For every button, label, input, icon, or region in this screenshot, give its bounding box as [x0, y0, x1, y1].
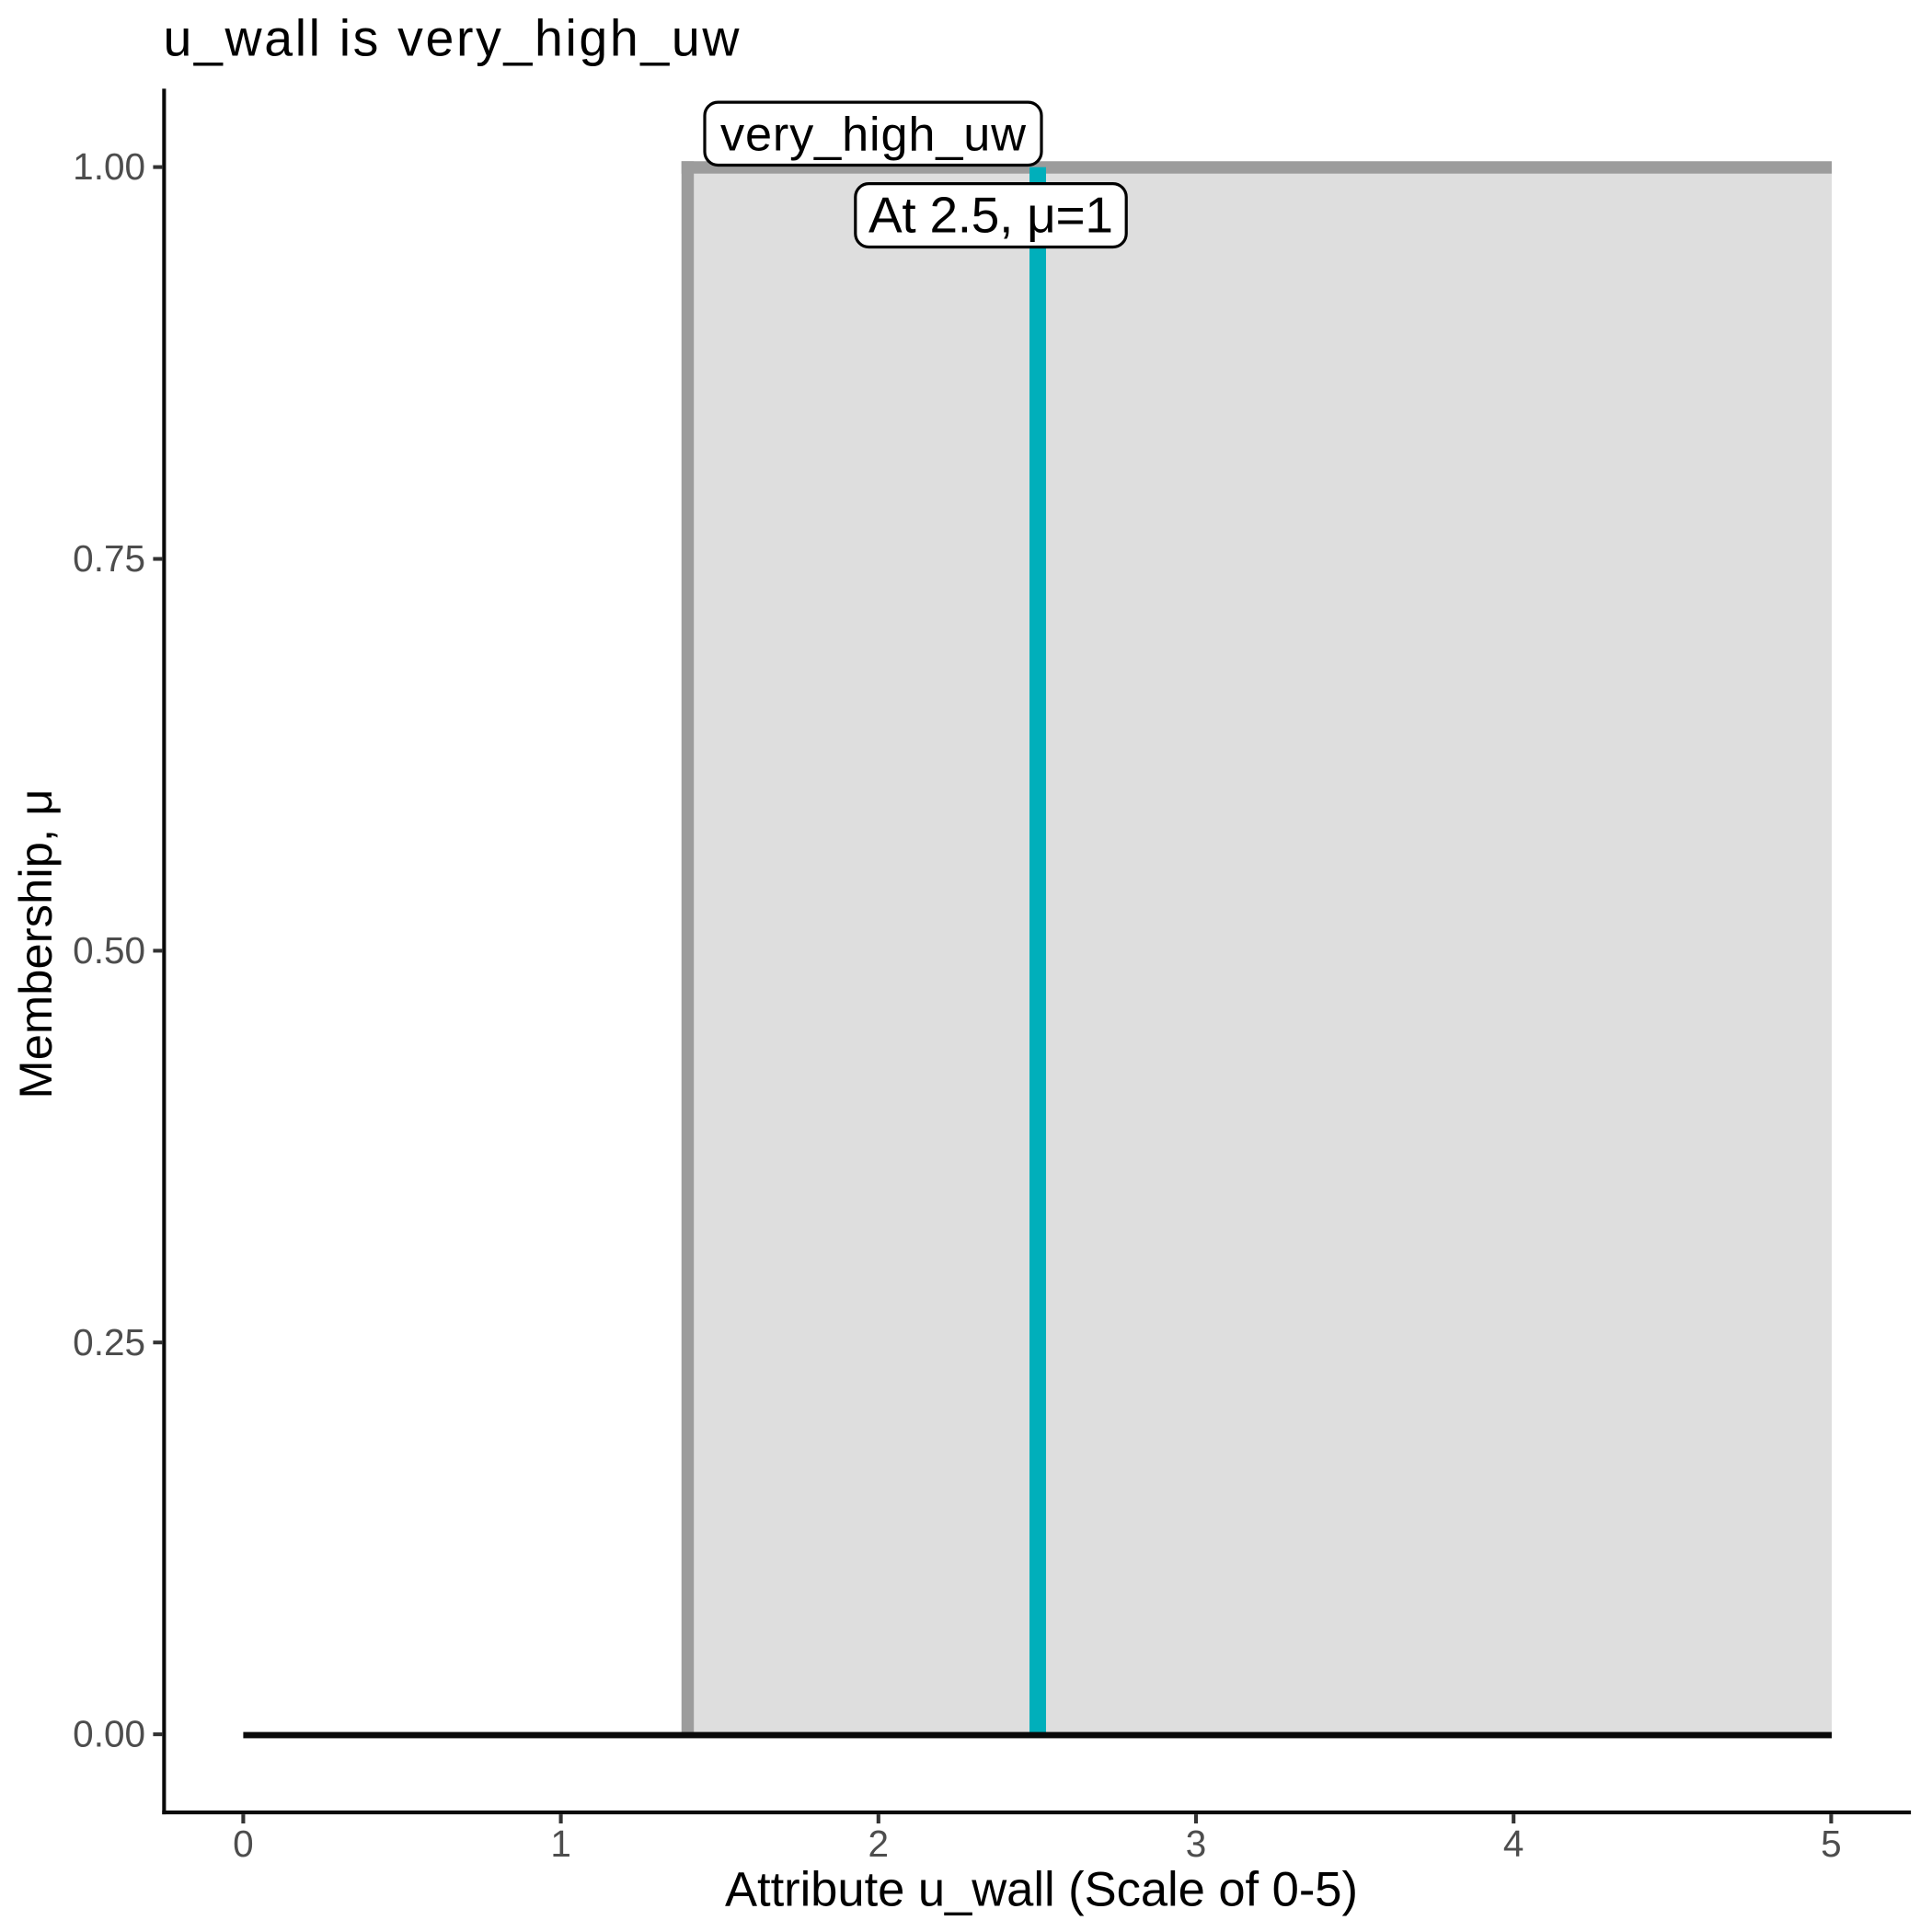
svg-text:0.00: 0.00 — [73, 1713, 145, 1755]
svg-text:Attribute u_wall (Scale of 0-5: Attribute u_wall (Scale of 0-5) — [725, 1863, 1358, 1917]
svg-text:1: 1 — [550, 1823, 571, 1865]
svg-text:3: 3 — [1186, 1823, 1207, 1865]
svg-text:0.25: 0.25 — [73, 1321, 145, 1363]
svg-text:5: 5 — [1821, 1823, 1842, 1865]
svg-text:0: 0 — [233, 1823, 254, 1865]
svg-text:0.75: 0.75 — [73, 537, 145, 580]
svg-text:0.50: 0.50 — [73, 929, 145, 972]
svg-text:At 2.5, μ=1: At 2.5, μ=1 — [868, 187, 1113, 244]
svg-text:u_wall is very_high_uw: u_wall is very_high_uw — [164, 10, 741, 67]
svg-text:very_high_uw: very_high_uw — [720, 108, 1026, 161]
svg-text:1.00: 1.00 — [73, 145, 145, 188]
svg-text:2: 2 — [868, 1823, 890, 1865]
svg-text:4: 4 — [1503, 1823, 1524, 1865]
svg-text:Membership, μ: Membership, μ — [9, 789, 62, 1099]
